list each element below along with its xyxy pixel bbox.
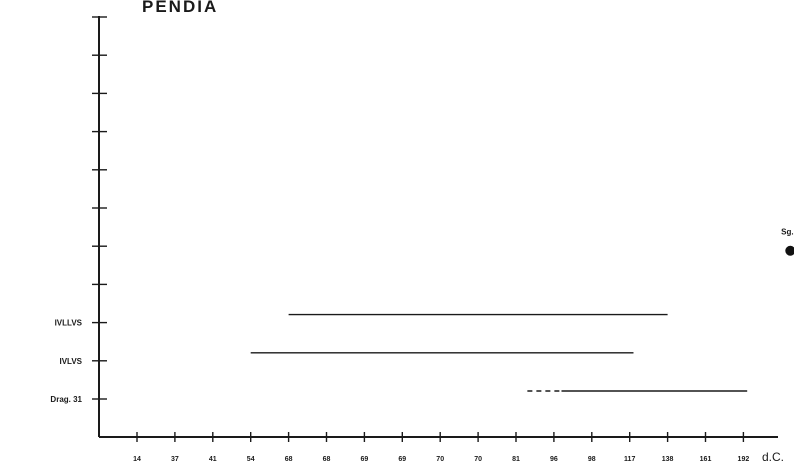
range-bars [250, 313, 748, 392]
y-category-label: IVLLVS [55, 319, 83, 328]
x-tick-label: 68 [323, 456, 331, 463]
x-tick-label: 14 [133, 456, 141, 463]
annotation-label: Sg. PI [781, 228, 794, 237]
x-tick-label: 192 [738, 456, 750, 463]
y-category-label: Drag. 31 [50, 395, 82, 404]
x-tick-label: 138 [662, 456, 674, 463]
x-tick-label: 70 [436, 456, 444, 463]
x-tick-label: 69 [398, 456, 406, 463]
x-ticks [136, 432, 745, 442]
x-tick-label: 37 [171, 456, 179, 463]
x-tick-label: 96 [550, 456, 558, 463]
annotation-marker [785, 245, 794, 256]
x-tick-label: 69 [361, 456, 369, 463]
x-labels: 14 37 41 54 68 68 69 69 70 70 81 96 98 117 138 161 192 [133, 456, 749, 463]
y-category-label: IVLVS [59, 357, 82, 366]
chart-title: PENDIA [142, 0, 218, 16]
x-tick-label: 98 [588, 456, 596, 463]
x-tick-label: 68 [285, 456, 293, 463]
x-tick-label: 117 [624, 456, 635, 463]
y-ticks [92, 16, 107, 400]
x-tick-label: 54 [247, 456, 255, 463]
annotations: Sg. PI [781, 228, 794, 256]
x-tick-label: 161 [700, 456, 712, 463]
y-labels: Drag. 31 IVLVS IVLLVS [50, 319, 82, 404]
x-tick-label: 70 [474, 456, 482, 463]
x-tick-label: 41 [209, 456, 217, 463]
x-tick-label: 81 [512, 456, 520, 463]
x-unit-label: d.C. [762, 450, 784, 464]
